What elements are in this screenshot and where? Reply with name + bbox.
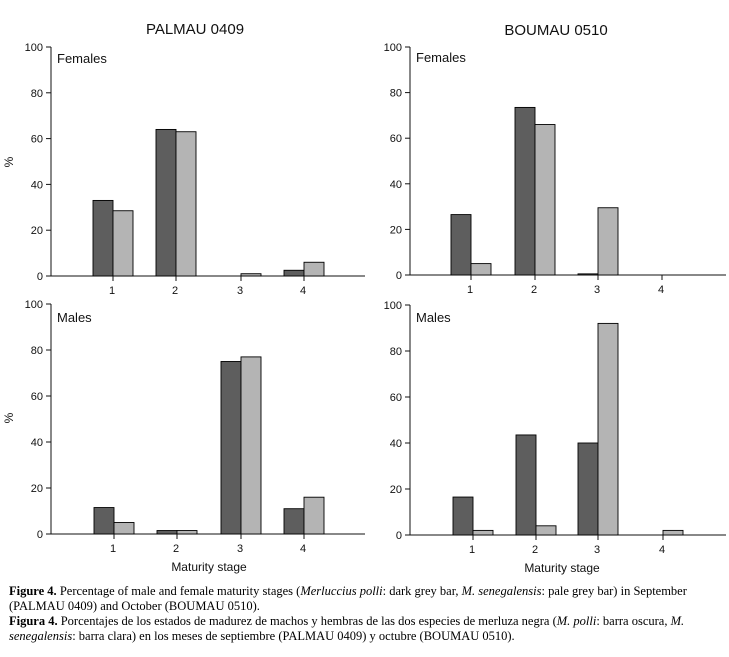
bar-dark-stage-3 bbox=[577, 273, 599, 276]
caption-en-species-2: M. senegalensis bbox=[461, 584, 542, 598]
bar-pale-stage-3 bbox=[597, 322, 619, 536]
y-tick-label: 80 bbox=[31, 345, 43, 357]
chart-males-palmau: 0 20 40 60 80 100 1 2 3 4 Males bbox=[25, 299, 365, 555]
x-tick-label: 4 bbox=[659, 544, 665, 556]
panel-label: Females bbox=[416, 50, 466, 65]
y-tick-label: 0 bbox=[396, 270, 402, 282]
x-tick-label: 1 bbox=[109, 285, 115, 297]
x-tick-label: 2 bbox=[173, 543, 179, 555]
bar-dark-stage-3 bbox=[577, 442, 599, 536]
caption-spanish: Figura 4. Porcentajes de los estados de … bbox=[9, 614, 721, 643]
y-tick-label: 80 bbox=[31, 88, 43, 100]
title-boumau: BOUMAU 0510 bbox=[504, 22, 607, 39]
figure-caption: Figure 4. Percentage of male and female … bbox=[9, 584, 721, 644]
bar-pale-stage-4 bbox=[303, 261, 325, 277]
x-tick-label: 1 bbox=[467, 284, 473, 296]
y-tick-label: 20 bbox=[390, 224, 402, 236]
title-palmau: PALMAU 0409 bbox=[146, 21, 244, 38]
x-tick-label: 1 bbox=[469, 544, 475, 556]
x-tick-label: 3 bbox=[237, 543, 243, 555]
y-tick-label: 60 bbox=[31, 391, 43, 403]
caption-es-text-1: Porcentajes de los estados de madurez de… bbox=[57, 614, 557, 628]
bar-dark-stage-4 bbox=[283, 269, 305, 277]
panel-label: Males bbox=[416, 310, 451, 325]
bar-pale-stage-1 bbox=[470, 263, 492, 276]
y-tick-label: 80 bbox=[390, 346, 402, 358]
x-tick-label: 3 bbox=[594, 544, 600, 556]
bar-dark-stage-1 bbox=[92, 199, 114, 277]
bar-pale-stage-4 bbox=[662, 529, 684, 536]
bar-dark-stage-2 bbox=[156, 530, 178, 535]
bar-pale-stage-4 bbox=[303, 496, 325, 535]
bar-dark-stage-2 bbox=[515, 434, 537, 536]
bar-dark-stage-3 bbox=[220, 361, 242, 535]
bar-pale-stage-3 bbox=[240, 356, 262, 535]
x-axis-label-right: Maturity stage bbox=[524, 561, 600, 575]
bar-pale-stage-2 bbox=[175, 131, 197, 277]
x-tick-label: 1 bbox=[110, 543, 116, 555]
bar-pale-stage-3 bbox=[240, 273, 262, 277]
x-axis-label-left: Maturity stage bbox=[171, 560, 247, 574]
caption-en-species-1: Merluccius polli bbox=[300, 584, 383, 598]
caption-en-text-2: : dark grey bar, bbox=[382, 584, 462, 598]
y-tick-label: 40 bbox=[390, 438, 402, 450]
y-tick-label: 40 bbox=[390, 179, 402, 191]
y-tick-label: 80 bbox=[390, 88, 402, 100]
y-tick-label: 100 bbox=[384, 300, 402, 312]
chart-females-palmau: 0 20 40 60 80 100 1 2 3 4 Females bbox=[25, 42, 365, 297]
y-axis-label-females: % bbox=[2, 156, 16, 167]
y-tick-label: 0 bbox=[396, 530, 402, 542]
y-tick-label: 60 bbox=[31, 134, 43, 146]
y-axis-label-males: % bbox=[2, 412, 16, 423]
bar-pale-stage-2 bbox=[176, 530, 198, 535]
caption-english: Figure 4. Percentage of male and female … bbox=[9, 584, 721, 613]
caption-es-species-2: M. senegalensis bbox=[9, 614, 685, 643]
bar-pale-stage-2 bbox=[535, 525, 557, 536]
panel-label: Females bbox=[57, 51, 107, 66]
x-tick-label: 2 bbox=[531, 284, 537, 296]
y-tick-label: 20 bbox=[31, 483, 43, 495]
x-tick-label: 3 bbox=[237, 285, 243, 297]
panel-label: Males bbox=[57, 310, 92, 325]
y-tick-label: 0 bbox=[37, 529, 43, 541]
caption-es-species-1: M. polli bbox=[556, 614, 597, 628]
caption-en-text-1: Percentage of male and female maturity s… bbox=[56, 584, 301, 598]
chart-males-boumau: 0 20 40 60 80 100 1 2 3 4 Males bbox=[384, 300, 726, 556]
caption-es-label: Figura 4. bbox=[9, 614, 58, 628]
chart-females-boumau: 0 20 40 60 80 100 1 2 3 4 Females bbox=[384, 42, 726, 296]
y-tick-label: 20 bbox=[390, 484, 402, 496]
bar-pale-stage-2 bbox=[534, 124, 556, 276]
y-tick-label: 20 bbox=[31, 225, 43, 237]
y-tick-label: 100 bbox=[384, 42, 402, 54]
bar-pale-stage-1 bbox=[112, 210, 134, 277]
y-tick-label: 40 bbox=[31, 179, 43, 191]
bar-dark-stage-2 bbox=[155, 128, 177, 277]
x-tick-label: 4 bbox=[300, 543, 306, 555]
y-tick-label: 100 bbox=[25, 299, 43, 311]
x-tick-label: 2 bbox=[532, 544, 538, 556]
x-tick-label: 4 bbox=[658, 284, 664, 296]
x-tick-label: 3 bbox=[594, 284, 600, 296]
caption-en-text-3: : pale grey bar) in September (PALMAU 04… bbox=[9, 584, 687, 613]
bar-pale-stage-1 bbox=[472, 529, 494, 536]
bar-dark-stage-1 bbox=[93, 507, 115, 535]
bar-dark-stage-1 bbox=[452, 496, 474, 536]
bar-dark-stage-2 bbox=[514, 106, 536, 276]
x-tick-label: 2 bbox=[172, 285, 178, 297]
y-tick-label: 60 bbox=[390, 392, 402, 404]
x-tick-label: 4 bbox=[300, 285, 306, 297]
y-tick-label: 100 bbox=[25, 42, 43, 54]
bar-pale-stage-1 bbox=[113, 522, 135, 535]
caption-es-text-2: : barra oscura, bbox=[596, 614, 671, 628]
y-tick-label: 40 bbox=[31, 437, 43, 449]
bar-dark-stage-4 bbox=[283, 508, 305, 535]
bar-dark-stage-1 bbox=[450, 214, 472, 276]
caption-es-text-3: : barra clara) en los meses de septiembr… bbox=[72, 628, 515, 643]
caption-en-label: Figure 4. bbox=[9, 584, 57, 598]
y-tick-label: 60 bbox=[390, 133, 402, 145]
bar-pale-stage-3 bbox=[597, 207, 619, 276]
y-tick-label: 0 bbox=[37, 271, 43, 283]
